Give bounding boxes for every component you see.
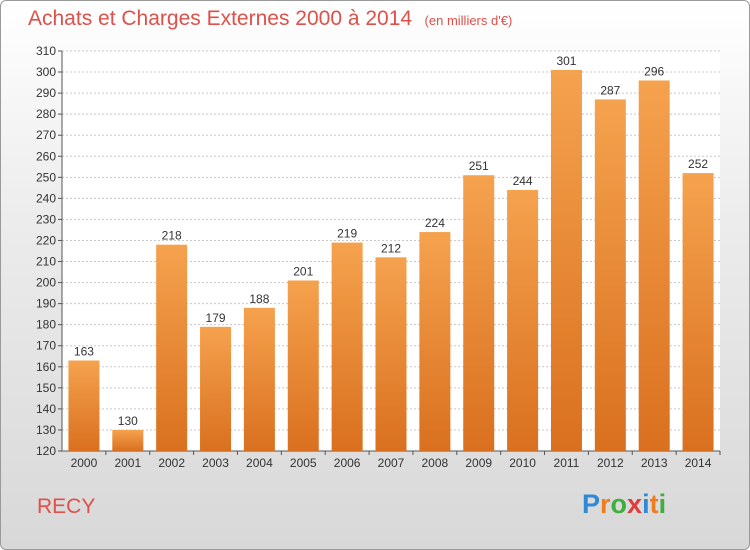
bar-value-label: 163 [74,344,94,358]
x-tick-label: 2001 [114,456,141,470]
y-tick-label: 210 [36,255,56,269]
x-tick-label: 2007 [378,456,405,470]
bar-2002 [156,244,188,451]
x-tick-label: 2004 [246,456,273,470]
bar-value-label: 201 [293,264,313,278]
x-tick-label: 2005 [290,456,317,470]
bar-value-label: 219 [337,227,357,241]
x-tick-label: 2014 [685,456,712,470]
chart-title-block: Achats et Charges Externes 2000 à 2014 (… [28,7,512,31]
chart-title: Achats et Charges Externes 2000 à 2014 [28,7,413,30]
y-tick-label: 180 [36,318,56,332]
bar-value-label: 251 [469,159,489,173]
logo-letter: P [582,489,601,519]
x-tick-label: 2006 [334,456,361,470]
y-tick-label: 250 [36,170,56,184]
x-tick-label: 2003 [202,456,229,470]
bar-2011 [550,69,582,452]
bar-2001 [112,429,144,451]
logo-letter: i [658,489,667,519]
bar-2010 [507,189,539,451]
bar-2014 [682,173,714,451]
y-tick-label: 120 [36,444,56,458]
bar-2000 [68,360,100,451]
x-tick-label: 2009 [465,456,492,470]
bar-value-label: 218 [162,229,182,243]
bar-2009 [463,175,495,452]
bar-value-label: 301 [556,54,576,68]
bar-value-label: 224 [425,216,445,230]
proxiti-logo: Proxiti [582,489,666,520]
bar-2003 [200,326,232,451]
y-tick-label: 270 [36,128,56,142]
y-tick-label: 200 [36,276,56,290]
logo-letter: o [610,489,628,519]
y-tick-label: 280 [36,107,56,121]
y-tick-label: 150 [36,381,56,395]
y-tick-label: 170 [36,339,56,353]
bar-value-label: 244 [513,174,533,188]
bar-2008 [419,232,451,451]
bar-value-label: 296 [644,64,664,78]
bar-value-label: 287 [600,83,620,97]
y-tick-label: 130 [36,423,56,437]
bar-value-label: 188 [249,292,269,306]
x-tick-label: 2011 [554,456,580,470]
y-tick-label: 140 [36,402,56,416]
bar-value-label: 212 [381,241,401,255]
bar-2007 [375,257,407,451]
x-tick-label: 2000 [71,456,98,470]
bar-2013 [638,80,670,451]
bar-value-label: 130 [118,414,138,428]
y-tick-label: 310 [36,44,56,58]
bar-2012 [594,99,626,451]
y-tick-label: 190 [36,297,56,311]
y-tick-label: 290 [36,86,56,100]
logo-letter: r [600,489,611,519]
y-tick-label: 230 [36,212,56,226]
x-tick-label: 2002 [158,456,185,470]
x-tick-label: 2010 [509,456,536,470]
logo-letter: x [627,489,643,519]
x-tick-label: 2012 [597,456,624,470]
logo-letter: i [642,489,650,519]
chart-subtitle: (en milliers d'€) [424,13,513,28]
logo-letter: t [649,489,659,519]
bar-2004 [243,307,275,451]
bar-2005 [287,280,319,451]
bar-value-label: 252 [688,157,708,171]
place-name: RECY [37,495,96,518]
x-tick-label: 2008 [422,456,449,470]
y-tick-label: 300 [36,65,56,79]
bar-value-label: 179 [206,311,226,325]
y-tick-label: 240 [36,191,56,205]
bar-2006 [331,242,363,451]
y-tick-label: 160 [36,360,56,374]
x-tick-label: 2013 [641,456,668,470]
y-tick-label: 220 [36,233,56,247]
y-tick-label: 260 [36,149,56,163]
